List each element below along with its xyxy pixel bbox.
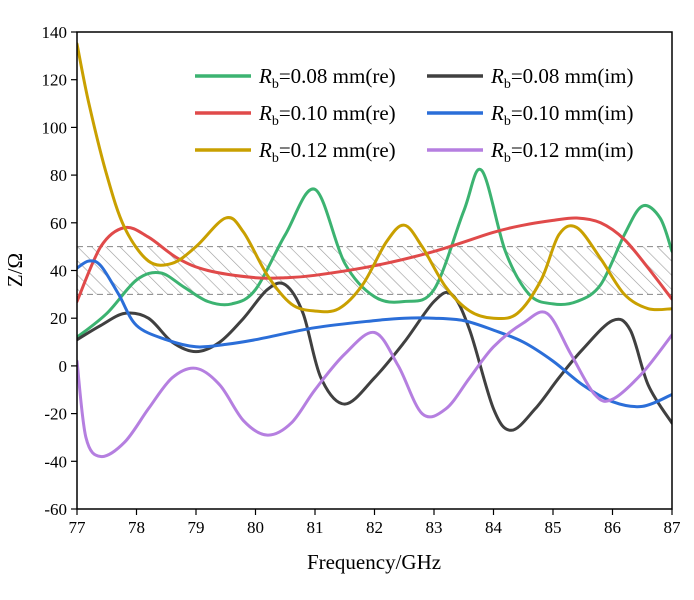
y-axis-title: Z/Ω (3, 253, 27, 287)
y-tick-label: 0 (59, 357, 68, 376)
y-tick-label: 20 (50, 309, 67, 328)
axis-ticks: 77 78 79 80 81 82 83 84 85 86 87 -60 -40 -20 0 20 40 60 80… (42, 23, 682, 537)
y-tick-label: -40 (44, 452, 67, 471)
legend-label: Rb=0.12 mm(im) (490, 138, 634, 166)
x-tick-label: 82 (366, 518, 383, 537)
y-tick-label: 40 (50, 262, 67, 281)
y-tick-label: 60 (50, 214, 67, 233)
series-lines (77, 42, 672, 459)
series-line-1 (77, 167, 672, 339)
x-axis-title: Frequency/GHz (307, 550, 441, 574)
legend-label: Rb=0.10 mm(re) (258, 101, 396, 129)
series-line-2 (77, 281, 672, 432)
x-tick-label: 79 (188, 518, 205, 537)
x-tick-label: 81 (307, 518, 324, 537)
x-tick-label: 77 (69, 518, 87, 537)
y-tick-label: 80 (50, 166, 67, 185)
series-line-4 (77, 259, 672, 409)
y-tick-label: -60 (44, 500, 67, 519)
series-line-6 (77, 310, 672, 459)
x-tick-label: 87 (664, 518, 682, 537)
x-tick-label: 83 (426, 518, 443, 537)
x-tick-label: 85 (545, 518, 562, 537)
x-tick-label: 78 (128, 518, 145, 537)
y-tick-label: -20 (44, 405, 67, 424)
legend: Rb=0.08 mm(re) Rb=0.08 mm(im) Rb=0.10 mm(r… (195, 64, 634, 166)
legend-label: Rb=0.10 mm(im) (490, 101, 634, 129)
y-tick-label: 120 (42, 71, 68, 90)
x-tick-label: 80 (247, 518, 264, 537)
legend-label: Rb=0.08 mm(im) (490, 64, 634, 92)
legend-label: Rb=0.12 mm(re) (258, 138, 396, 166)
hatched-band (77, 246, 672, 295)
series-line-5 (77, 42, 672, 321)
y-tick-label: 100 (42, 118, 68, 137)
hatched-band-fill (77, 246, 672, 295)
x-tick-label: 86 (604, 518, 621, 537)
y-tick-label: 140 (42, 23, 68, 42)
legend-label: Rb=0.08 mm(re) (258, 64, 396, 92)
x-tick-label: 84 (485, 518, 503, 537)
